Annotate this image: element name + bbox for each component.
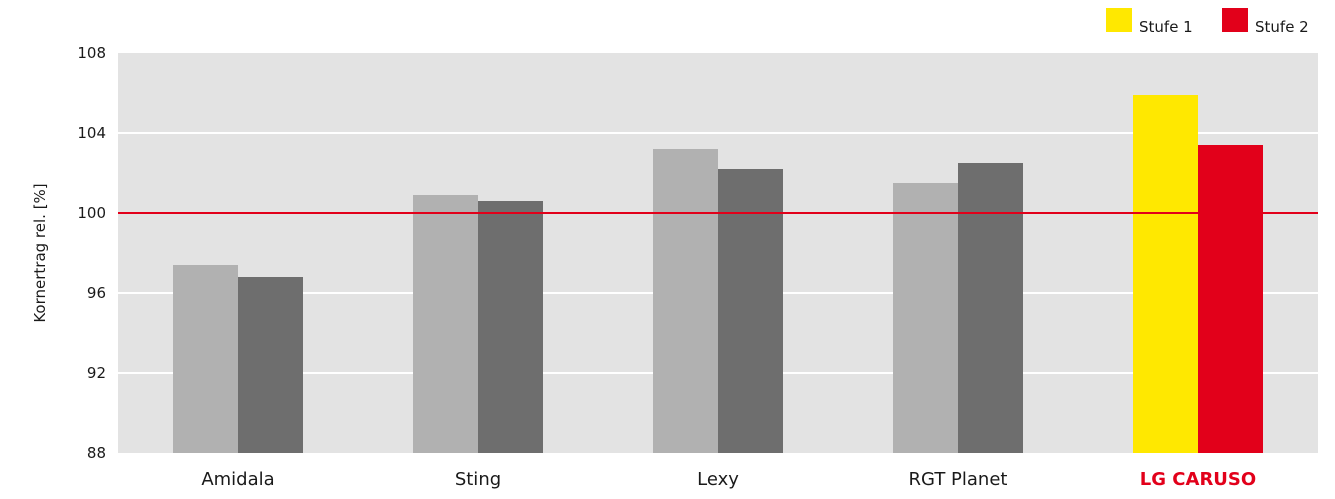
bar-lexy-stufe-2 xyxy=(718,169,783,453)
legend-label-stufe-1: Stufe 1 xyxy=(1139,18,1193,36)
bar-sting-stufe-2 xyxy=(478,201,543,453)
x-category-label: RGT Planet xyxy=(909,469,1008,490)
legend-label-stufe-2: Stufe 2 xyxy=(1255,18,1309,36)
legend-swatch-stufe-1 xyxy=(1106,8,1132,32)
bar-lg-caruso-stufe-2 xyxy=(1198,145,1263,453)
legend-swatch-stufe-2 xyxy=(1222,8,1248,32)
y-tick-label: 92 xyxy=(87,364,106,382)
y-tick-label: 104 xyxy=(77,124,106,142)
x-category-label: Lexy xyxy=(697,469,739,490)
bar-rgt-planet-stufe-1 xyxy=(893,183,958,453)
y-tick-label: 88 xyxy=(87,444,106,462)
y-axis-label: Kornertrag rel. [%] xyxy=(31,183,49,322)
x-category-label: Sting xyxy=(455,469,501,490)
y-axis-ticks: 88 92 96 100 104 108 xyxy=(77,44,106,462)
bar-lg-caruso-stufe-1 xyxy=(1133,95,1198,453)
y-tick-label: 96 xyxy=(87,284,106,302)
y-tick-label: 100 xyxy=(77,204,106,222)
bar-amidala-stufe-1 xyxy=(173,265,238,453)
y-tick-label: 108 xyxy=(77,44,106,62)
bar-lexy-stufe-1 xyxy=(653,149,718,453)
bar-rgt-planet-stufe-2 xyxy=(958,163,1023,453)
legend: Stufe 1 Stufe 2 xyxy=(1106,8,1309,36)
x-axis-categories: Amidala Sting Lexy RGT Planet LG CARUSO xyxy=(201,469,1256,490)
bar-sting-stufe-1 xyxy=(413,195,478,453)
x-category-label: LG CARUSO xyxy=(1140,469,1256,490)
x-category-label: Amidala xyxy=(201,469,274,490)
bar-amidala-stufe-2 xyxy=(238,277,303,453)
bars xyxy=(173,95,1263,453)
